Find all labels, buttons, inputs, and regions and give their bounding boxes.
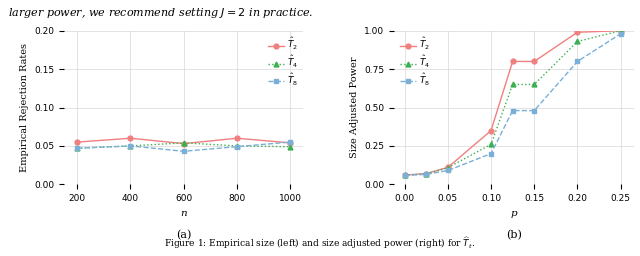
$\hat{T}_2$ <box>444 166 452 169</box>
$\hat{T}_8$ <box>509 109 516 112</box>
$\hat{T}_2$ <box>617 29 625 32</box>
$\hat{T}_8$ <box>573 60 581 63</box>
Line: $\hat{T}_8$: $\hat{T}_8$ <box>75 140 292 154</box>
$\hat{T}_8$ <box>444 169 452 172</box>
$\hat{T}_8$ <box>286 141 294 144</box>
$\hat{T}_8$ <box>180 150 188 153</box>
$\hat{T}_8$ <box>74 147 81 150</box>
$\hat{T}_2$ <box>487 129 495 132</box>
Line: $\hat{T}_2$: $\hat{T}_2$ <box>402 28 623 177</box>
$\hat{T}_4$ <box>422 172 430 175</box>
$\hat{T}_4$ <box>233 144 241 147</box>
$\hat{T}_8$ <box>233 145 241 148</box>
$\hat{T}_4$ <box>74 147 81 150</box>
Y-axis label: Size Adjusted Power: Size Adjusted Power <box>350 57 359 158</box>
Text: Figure 1: Empirical size (left) and size adjusted power (right) for $\widehat{T}: Figure 1: Empirical size (left) and size… <box>164 235 476 251</box>
Text: larger power, we recommend setting $J=2$ in practice.: larger power, we recommend setting $J=2$… <box>8 6 313 20</box>
$\hat{T}_2$ <box>509 60 516 63</box>
$\hat{T}_8$ <box>617 32 625 35</box>
Y-axis label: Empirical Rejection Rates: Empirical Rejection Rates <box>20 43 29 172</box>
$\hat{T}_4$ <box>286 145 294 148</box>
$\hat{T}_2$ <box>233 137 241 140</box>
Legend: $\hat{T}_2$, $\hat{T}_4$, $\hat{T}_8$: $\hat{T}_2$, $\hat{T}_4$, $\hat{T}_8$ <box>396 33 433 92</box>
$\hat{T}_4$ <box>573 40 581 43</box>
$\hat{T}_2$ <box>401 174 408 177</box>
$\hat{T}_2$ <box>127 137 134 140</box>
Legend: $\hat{T}_2$, $\hat{T}_4$, $\hat{T}_8$: $\hat{T}_2$, $\hat{T}_4$, $\hat{T}_8$ <box>264 33 301 92</box>
$\hat{T}_2$ <box>286 141 294 144</box>
X-axis label: p: p <box>511 209 517 218</box>
$\hat{T}_2$ <box>573 31 581 34</box>
$\hat{T}_2$ <box>180 142 188 145</box>
Text: (b): (b) <box>506 230 522 241</box>
Line: $\hat{T}_2$: $\hat{T}_2$ <box>75 136 292 146</box>
$\hat{T}_2$ <box>422 172 430 175</box>
$\hat{T}_8$ <box>422 173 430 176</box>
$\hat{T}_4$ <box>127 144 134 147</box>
Line: $\hat{T}_4$: $\hat{T}_4$ <box>75 141 292 151</box>
$\hat{T}_4$ <box>487 143 495 146</box>
X-axis label: n: n <box>180 209 187 218</box>
$\hat{T}_8$ <box>127 144 134 147</box>
$\hat{T}_8$ <box>401 174 408 177</box>
$\hat{T}_4$ <box>180 141 188 144</box>
$\hat{T}_4$ <box>401 174 408 177</box>
Line: $\hat{T}_4$: $\hat{T}_4$ <box>402 28 623 177</box>
$\hat{T}_4$ <box>617 29 625 32</box>
$\hat{T}_2$ <box>531 60 538 63</box>
$\hat{T}_4$ <box>531 83 538 86</box>
$\hat{T}_2$ <box>74 141 81 144</box>
$\hat{T}_8$ <box>531 109 538 112</box>
$\hat{T}_4$ <box>444 166 452 169</box>
$\hat{T}_8$ <box>487 152 495 155</box>
Text: (a): (a) <box>176 230 191 241</box>
Line: $\hat{T}_8$: $\hat{T}_8$ <box>402 31 623 178</box>
$\hat{T}_4$ <box>509 83 516 86</box>
